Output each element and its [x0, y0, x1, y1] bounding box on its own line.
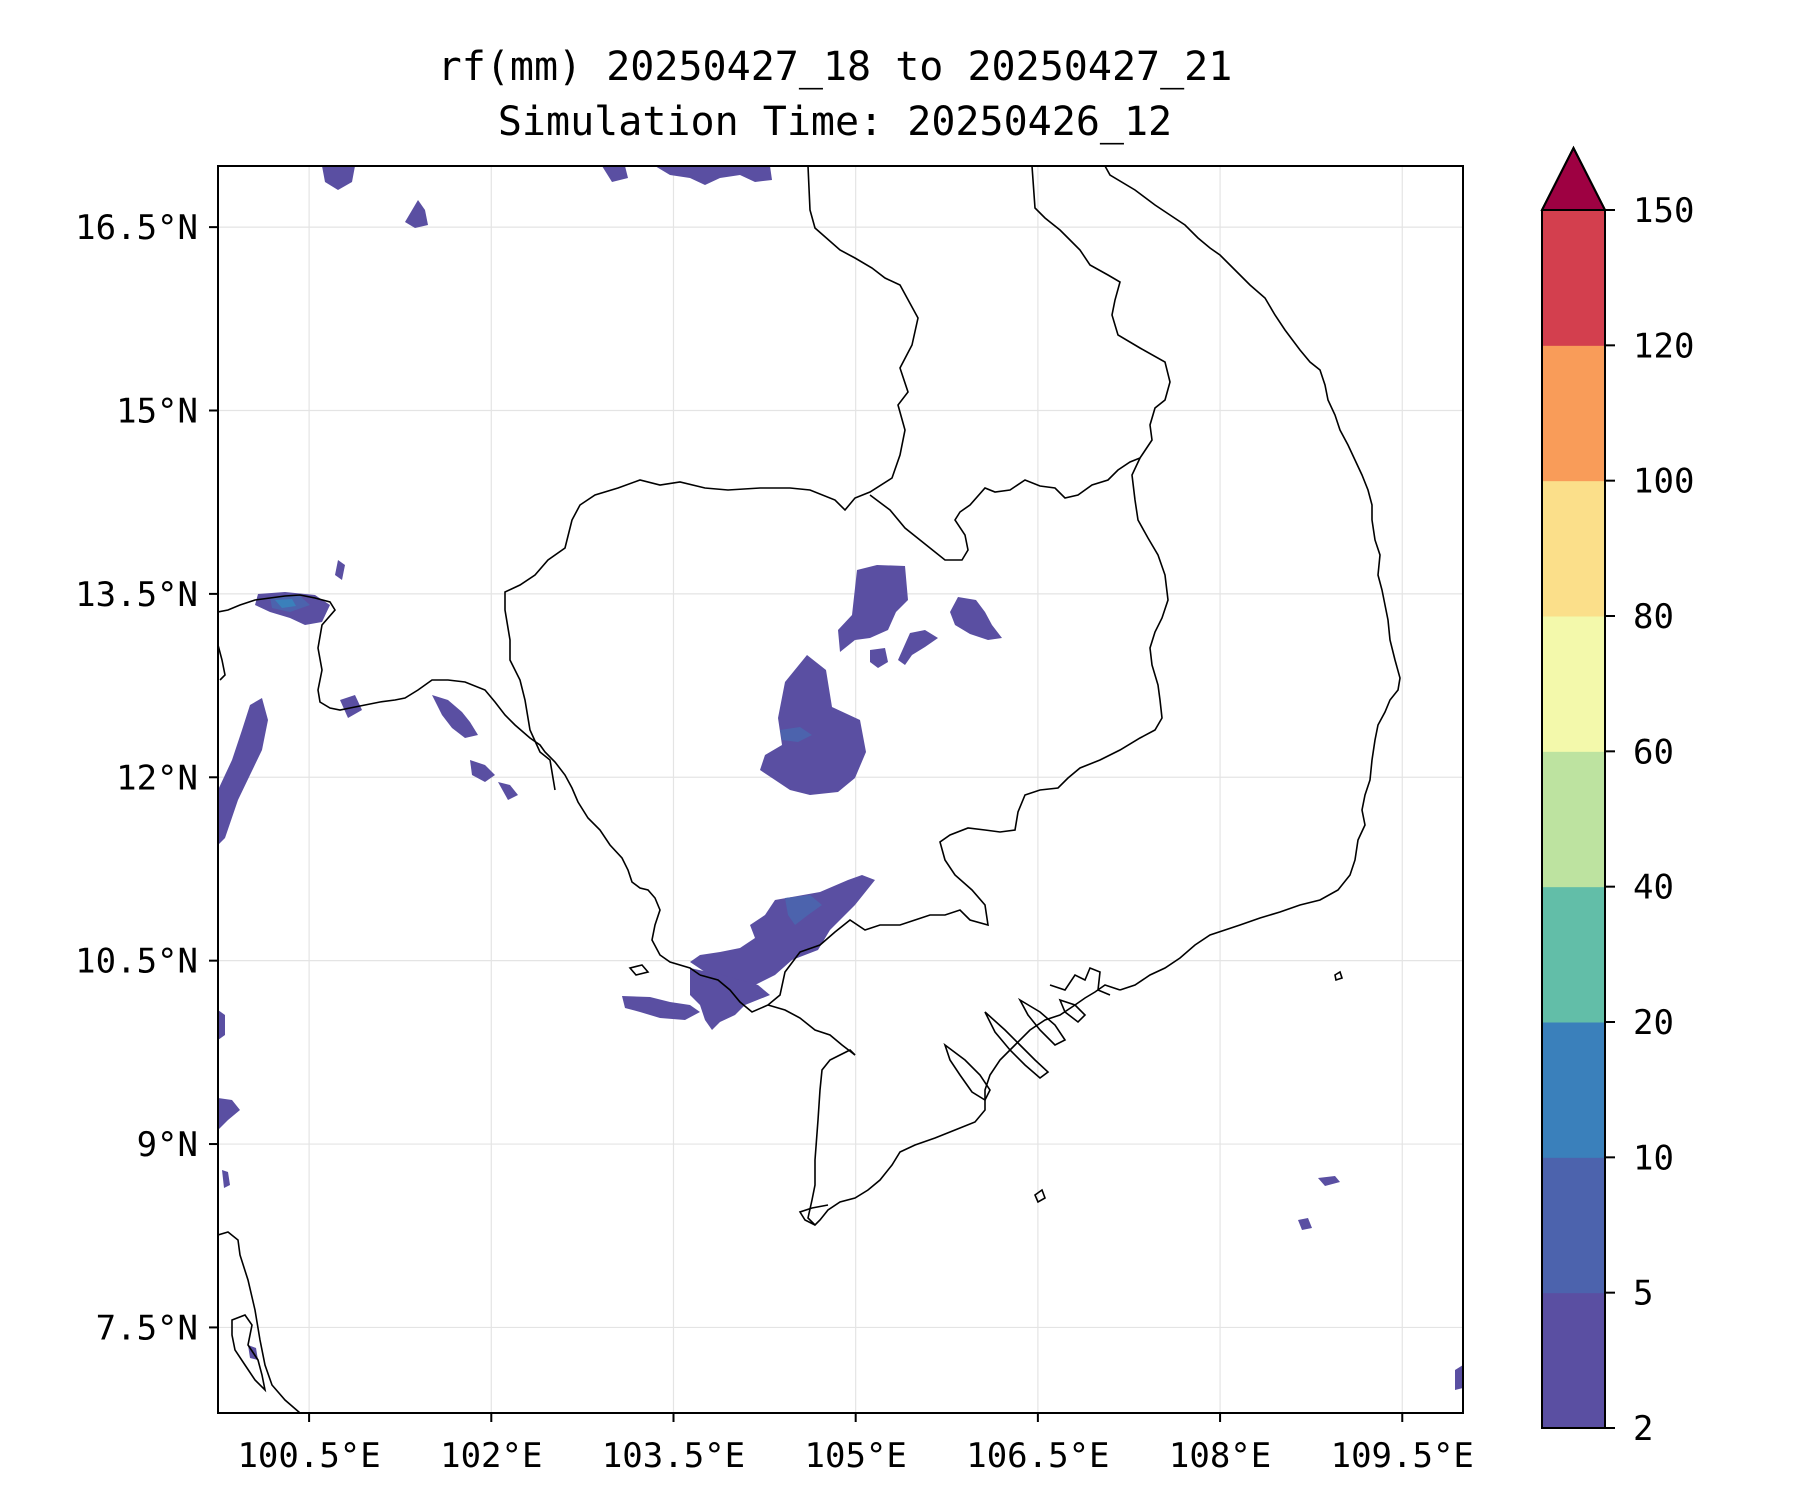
island-2	[1034, 1188, 1046, 1204]
colorbar-tick-label: 10	[1633, 1138, 1674, 1178]
rain-area-small-1	[898, 630, 938, 665]
colorbar-segment	[1542, 751, 1605, 888]
colorbar-segment	[1542, 886, 1605, 1023]
coastline-ca-mau	[798, 1204, 829, 1226]
colorbar-tick-label: 120	[1633, 326, 1694, 366]
coastline-mekong-tip	[767, 1004, 856, 1056]
rain-area-thai-2	[218, 698, 268, 845]
rain-area-central-cambodia	[760, 655, 866, 795]
country-border-thailand-laos-cambodia	[504, 166, 919, 791]
rain-area-west-dot	[222, 1170, 230, 1188]
thai-coast-west	[218, 644, 226, 681]
map-frame	[217, 165, 1464, 1414]
mekong-river-mouth	[1049, 966, 1111, 996]
y-axis-ticks: 16.5°N 15°N 13.5°N 12°N 10.5°N 9°N 7.5°N	[75, 208, 218, 1348]
coastline-mekong-delta	[807, 984, 1121, 1227]
x-tick-label: 109.5°E	[1331, 1436, 1474, 1476]
colorbar-tick-label: 150	[1633, 191, 1694, 231]
country-border-laos-vietnam	[869, 166, 1171, 561]
colorbar-tick-label: 40	[1633, 868, 1674, 908]
coastline-vietnam-east	[1104, 166, 1401, 991]
colorbar-segment	[1542, 480, 1605, 617]
x-tick-label: 100.5°E	[237, 1436, 380, 1476]
island-4	[628, 964, 650, 976]
rain-area-gulf-west	[622, 996, 700, 1020]
country-border-cambodia-vietnam	[699, 457, 1169, 1013]
delta-channel-1	[943, 1042, 991, 1102]
y-tick-label: 7.5°N	[96, 1308, 198, 1348]
map-area	[218, 166, 1463, 1413]
colorbar-tick-label: 5	[1633, 1274, 1653, 1314]
y-tick-label: 12°N	[116, 758, 198, 798]
gridlines	[218, 166, 1463, 1413]
colorbar-outline	[1541, 145, 1606, 1429]
delta-channel-4	[1058, 998, 1087, 1024]
rain-area-ne-cambodia	[950, 597, 1002, 640]
colorbar-tick-label: 60	[1633, 732, 1674, 772]
x-tick-label: 106.5°E	[966, 1436, 1109, 1476]
rain-area-se-corner	[1455, 1365, 1463, 1390]
rain-area-5mm-2	[780, 727, 812, 742]
colorbar-segment	[1542, 616, 1605, 752]
colorbar-tick-label: 80	[1633, 597, 1674, 637]
rain-area-north-2	[405, 200, 428, 228]
rain-area-north-1	[322, 166, 355, 190]
colorbar-segment	[1542, 1292, 1605, 1429]
rain-area-thai-coast	[432, 695, 478, 738]
rain-area-thai-coast-2	[470, 760, 495, 782]
y-tick-label: 15°N	[116, 392, 198, 432]
rainfall-contours	[218, 166, 1463, 1390]
rain-area-west-edge-2	[218, 1098, 240, 1130]
island-1	[231, 1314, 267, 1393]
colorbar-segment	[1542, 1157, 1605, 1294]
y-tick-label: 9°N	[137, 1125, 198, 1165]
x-tick-label: 102°E	[440, 1436, 542, 1476]
rain-area-dot-1	[335, 560, 345, 580]
rain-area-south-cambodia	[690, 875, 875, 985]
rain-area-islet-2	[498, 782, 518, 800]
chart-subtitle: Simulation Time: 20250426_12	[498, 99, 1172, 145]
rain-area-north-3	[602, 166, 628, 182]
rain-area-north-cambodia	[838, 565, 908, 652]
coastline-gulf-of-thailand-east	[218, 594, 701, 976]
colorbar-tick-label: 2	[1633, 1409, 1653, 1449]
delta-channel-3	[1017, 997, 1067, 1046]
rain-area-islet-1	[340, 695, 362, 718]
rain-area-north-4	[655, 166, 772, 185]
colorbar-segment	[1542, 210, 1605, 346]
rain-area-5mm-3	[785, 895, 822, 925]
colorbar-tick-label: 20	[1633, 1003, 1674, 1043]
delta-channel-2	[984, 1011, 1050, 1080]
coastlines-and-borders	[218, 166, 1401, 1413]
coastline-gulf-west	[218, 1231, 301, 1413]
y-tick-label: 13.5°N	[75, 575, 198, 615]
rain-area-se-1	[1318, 1176, 1340, 1186]
rain-area-10mm-1	[275, 599, 296, 608]
colorbar-segment	[1542, 345, 1605, 482]
rainfall-contours-10mm	[275, 599, 296, 608]
x-tick-label: 105°E	[805, 1436, 907, 1476]
rain-area-west-edge	[218, 1010, 225, 1040]
colorbar: 2 5 10 20 40 60 80 100 120 150	[1540, 145, 1694, 1449]
colorbar-extend-arrow	[1540, 145, 1607, 211]
y-tick-label: 10.5°N	[75, 942, 198, 982]
rain-area-small-2	[870, 648, 888, 668]
colorbar-tick-label: 100	[1633, 462, 1694, 502]
x-axis-ticks: 100.5°E 102°E 103.5°E 105°E 106.5°E 108°E 109.…	[237, 1413, 1474, 1476]
chart-title: rf(mm) 20250427_18 to 20250427_21	[438, 44, 1233, 90]
x-tick-label: 108°E	[1169, 1436, 1271, 1476]
y-tick-label: 16.5°N	[75, 208, 198, 248]
rain-area-gulf-coast	[690, 968, 770, 1030]
colorbar-segment	[1542, 1022, 1605, 1158]
rain-area-se-2	[1298, 1218, 1312, 1230]
island-3	[1334, 970, 1344, 982]
x-tick-label: 103.5°E	[602, 1436, 745, 1476]
rainfall-contours-5mm	[270, 596, 822, 925]
